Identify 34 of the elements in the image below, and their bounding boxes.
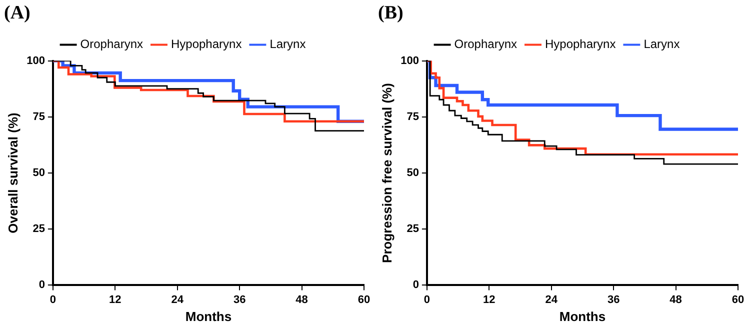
y-tick-label: 0 bbox=[412, 279, 419, 292]
legend-label: Oropharynx bbox=[80, 37, 143, 52]
x-tick-label: 48 bbox=[670, 294, 682, 306]
y-axis-title: Progression free survival (%) bbox=[379, 83, 394, 263]
y-tick-label: 75 bbox=[406, 110, 419, 123]
y-tick-label: 50 bbox=[32, 167, 45, 180]
x-tick-label: 36 bbox=[607, 294, 620, 306]
x-tick-label: 12 bbox=[109, 294, 122, 306]
x-axis-title: Months bbox=[185, 308, 232, 324]
x-tick-label: 0 bbox=[50, 294, 56, 306]
legend-label: Larynx bbox=[270, 37, 306, 52]
chart-title: (B) bbox=[378, 2, 404, 24]
legend-label: Hypopharynx bbox=[170, 37, 242, 52]
x-tick-label: 24 bbox=[545, 294, 558, 306]
x-tick-label: 60 bbox=[358, 294, 370, 306]
y-tick-label: 25 bbox=[32, 223, 45, 236]
y-tick-label: 100 bbox=[400, 54, 419, 67]
y-tick-label: 75 bbox=[32, 110, 45, 123]
y-tick-label: 25 bbox=[406, 223, 419, 236]
y-tick-label: 50 bbox=[406, 167, 419, 180]
x-tick-label: 0 bbox=[424, 294, 430, 306]
legend-label: Oropharynx bbox=[454, 37, 517, 52]
x-tick-label: 12 bbox=[483, 294, 496, 306]
x-tick-label: 48 bbox=[296, 294, 308, 306]
x-tick-label: 36 bbox=[233, 294, 246, 306]
x-tick-label: 60 bbox=[732, 294, 744, 306]
x-tick-label: 24 bbox=[171, 294, 184, 306]
x-axis-title: Months bbox=[559, 308, 606, 324]
y-axis-title: Overall survival (%) bbox=[5, 112, 20, 234]
legend-label: Hypopharynx bbox=[544, 37, 616, 52]
y-tick-label: 100 bbox=[26, 54, 45, 67]
chart-title: (A) bbox=[4, 2, 30, 24]
legend-label: Larynx bbox=[644, 37, 680, 52]
y-tick-label: 0 bbox=[38, 279, 45, 292]
